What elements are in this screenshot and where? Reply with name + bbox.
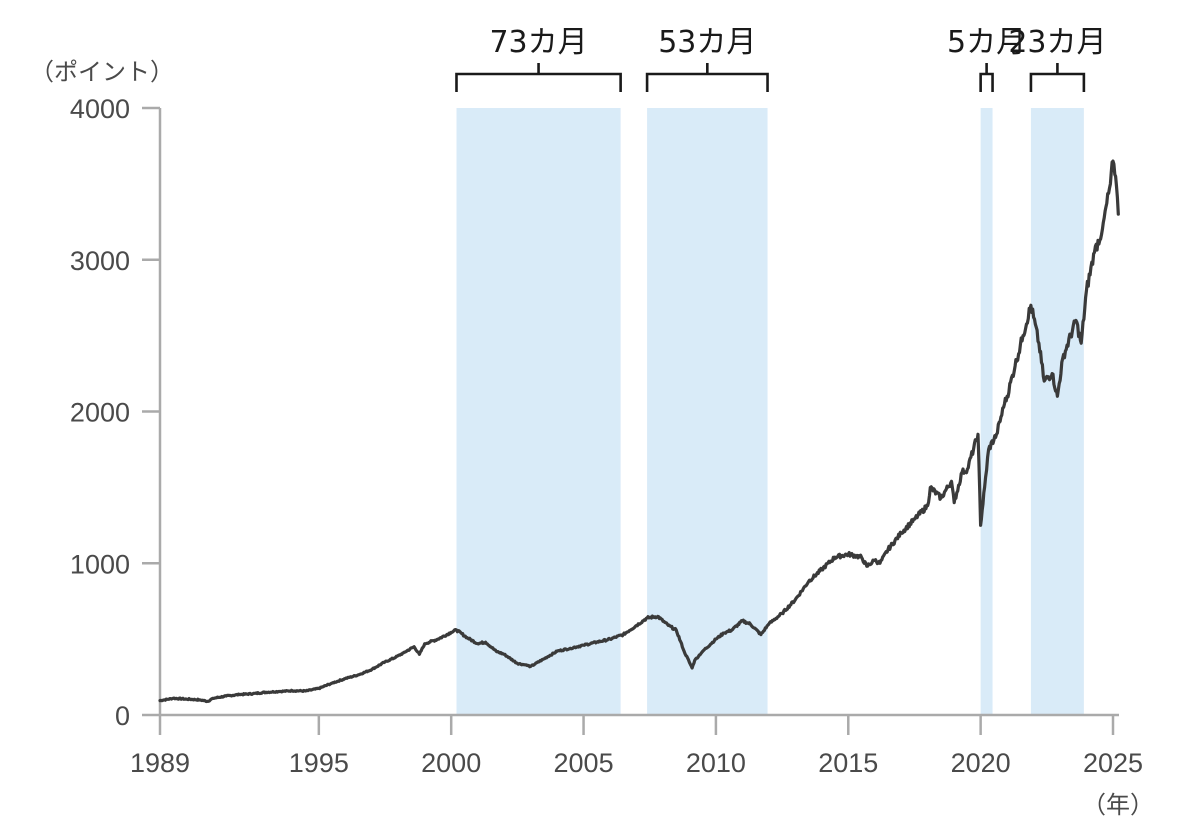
period-label-1: 53カ月 bbox=[658, 25, 756, 60]
shaded-period-3 bbox=[1030, 108, 1084, 715]
x-tick-label: 2005 bbox=[554, 748, 614, 778]
y-tick-label: 4000 bbox=[70, 94, 130, 124]
bracket-1 bbox=[645, 63, 769, 92]
y-tick-label: 2000 bbox=[70, 398, 130, 428]
y-tick-label: 0 bbox=[115, 701, 130, 731]
axes: 0 1000 2000 3000 4000 1989 1995 2000 2005 2010 201… bbox=[70, 94, 1143, 778]
x-tick-label: 2015 bbox=[818, 748, 878, 778]
period-label-2: 5カ月 bbox=[947, 25, 1026, 60]
x-tick-label: 1989 bbox=[130, 748, 190, 778]
x-tick-label: 2010 bbox=[686, 748, 746, 778]
x-tick-label: 1995 bbox=[289, 748, 349, 778]
shaded-period-2 bbox=[980, 108, 993, 715]
period-label-3: 23カ月 bbox=[1008, 25, 1106, 60]
bracket-0 bbox=[455, 63, 622, 92]
bracket-3 bbox=[1029, 63, 1086, 92]
bracket-2 bbox=[979, 63, 994, 92]
y-tick-label: 1000 bbox=[70, 549, 130, 579]
shaded-period-1 bbox=[647, 108, 768, 715]
y-tick-label: 3000 bbox=[70, 246, 130, 276]
y-axis-unit-label: （ポイント） bbox=[30, 58, 174, 86]
x-tick-label: 2000 bbox=[421, 748, 481, 778]
x-axis-unit-label: （年） bbox=[1082, 791, 1154, 819]
x-tick-label: 2025 bbox=[1083, 748, 1143, 778]
shaded-period-0 bbox=[456, 108, 621, 715]
shaded-periods bbox=[456, 108, 1084, 715]
x-tick-label: 2020 bbox=[951, 748, 1011, 778]
index-line bbox=[158, 159, 1120, 704]
period-label-0: 73カ月 bbox=[489, 25, 587, 60]
